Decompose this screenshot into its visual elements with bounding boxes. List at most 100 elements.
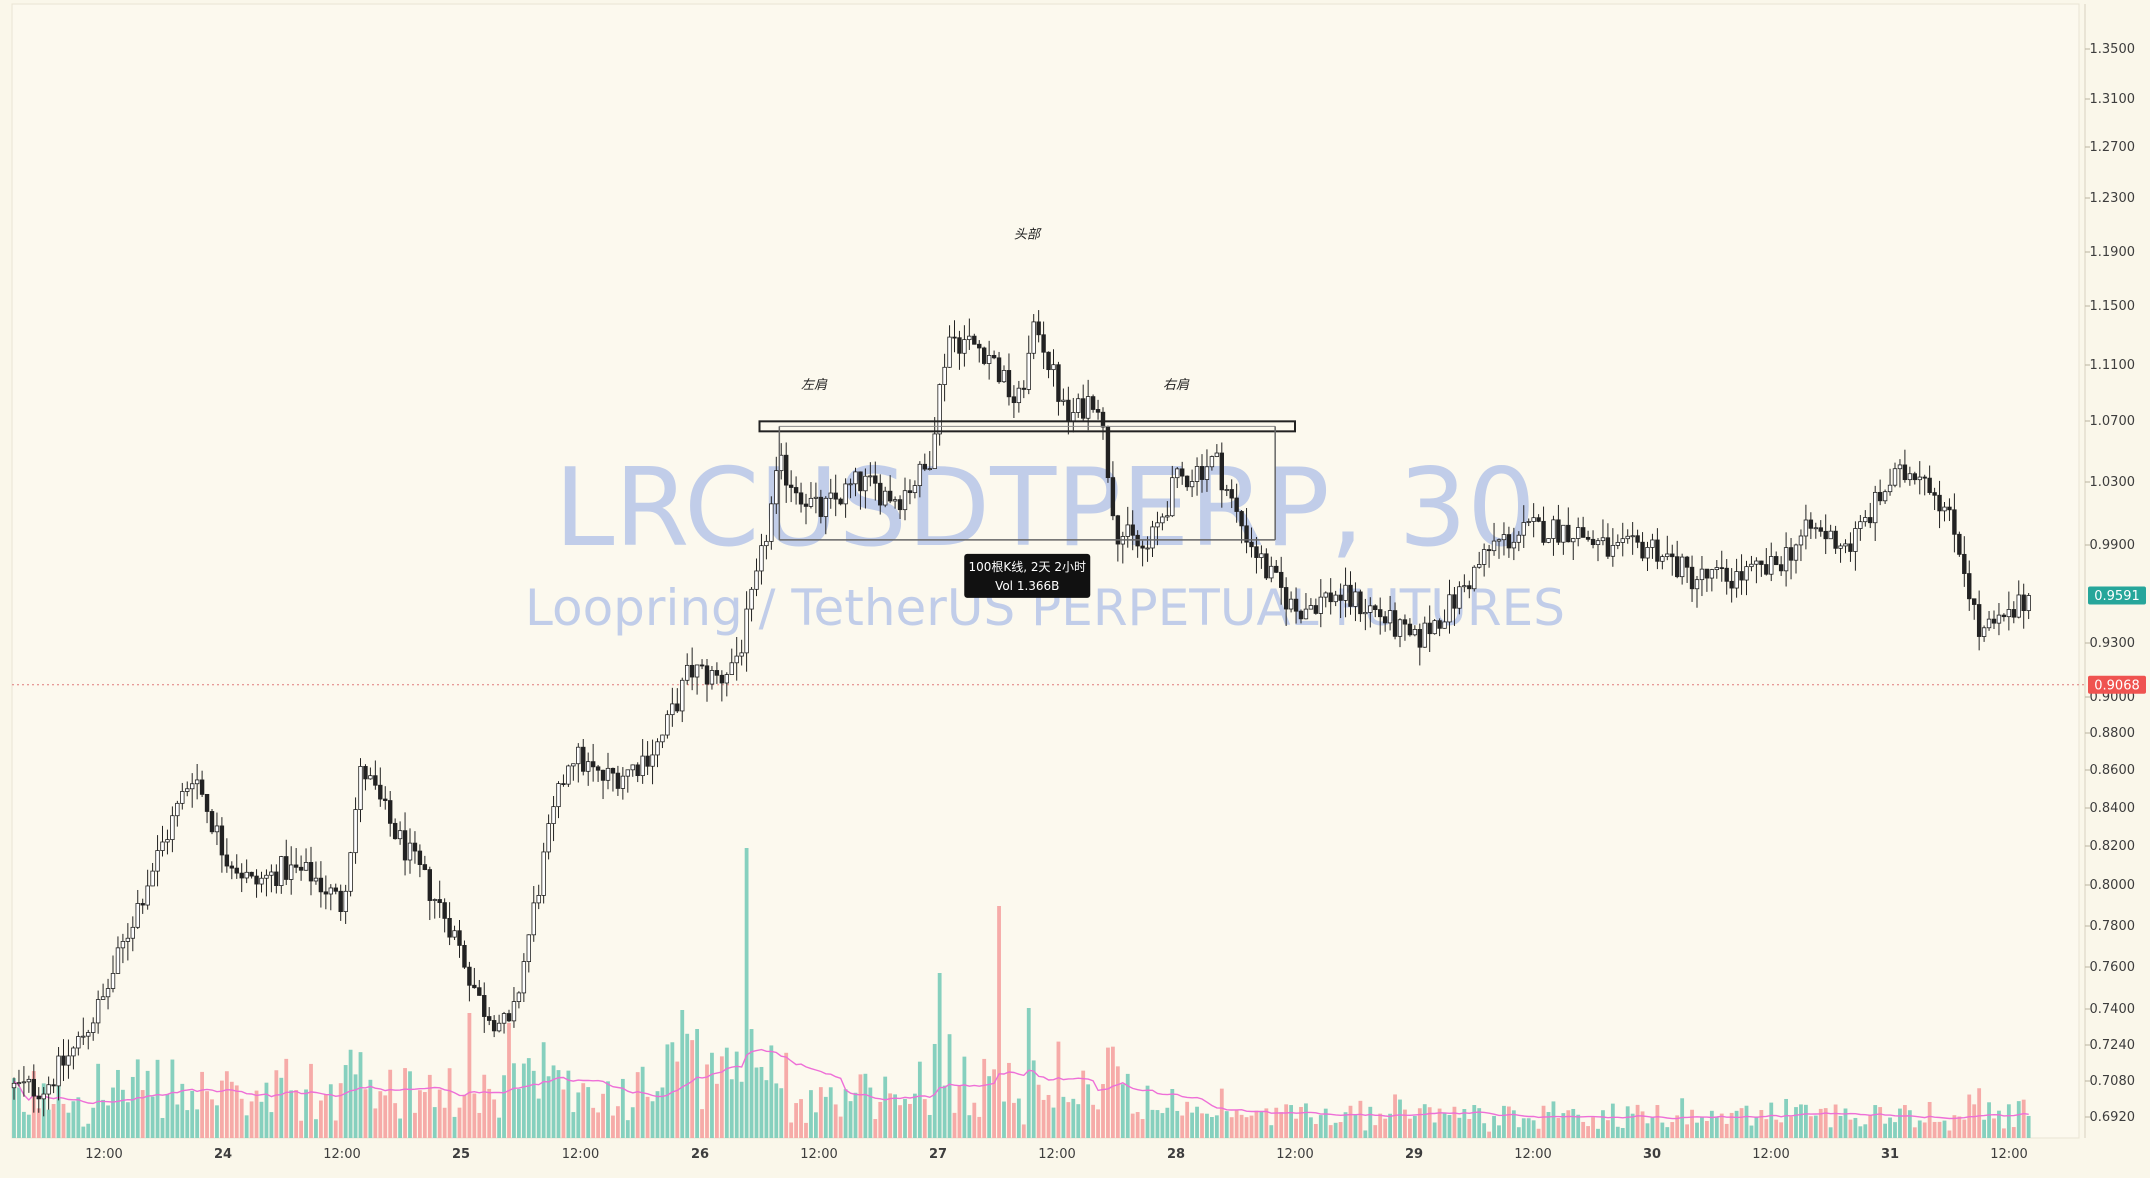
candle <box>348 851 353 897</box>
volume-bar <box>1898 1108 1902 1138</box>
candle <box>373 760 378 790</box>
candle <box>1660 554 1665 570</box>
candle <box>1882 489 1888 504</box>
volume-bar <box>1922 1122 1927 1138</box>
volume-bar <box>1888 1117 1892 1138</box>
y-tick-label: 0.7080 <box>2090 1074 2136 1089</box>
candle <box>209 808 215 835</box>
candle <box>1204 449 1210 492</box>
volume-bar <box>1516 1127 1521 1138</box>
volume-bar <box>145 1070 150 1138</box>
candle <box>1571 537 1576 560</box>
volume-bar <box>1670 1122 1675 1138</box>
x-tick-label: 12:00 <box>1276 1147 1313 1162</box>
volume-bar <box>611 1115 615 1138</box>
candle <box>1576 517 1581 547</box>
volume-bar <box>1368 1106 1373 1138</box>
candle <box>180 782 185 810</box>
candle <box>576 743 581 783</box>
volume-bar <box>165 1094 170 1138</box>
volume-bar <box>888 1093 893 1138</box>
head-shoulders-pattern[interactable]: 头部 左肩 右肩 <box>758 228 1296 541</box>
candle <box>704 658 710 702</box>
volume-bar <box>1294 1118 1298 1138</box>
volume-bar <box>1828 1127 1833 1138</box>
volume-bar <box>635 1072 640 1138</box>
candle <box>1902 449 1908 483</box>
volume-bar <box>1309 1117 1313 1138</box>
volume-bar <box>1774 1119 1779 1138</box>
candle <box>1343 567 1348 618</box>
volume-bar <box>576 1092 581 1138</box>
candle <box>293 848 299 874</box>
candle <box>1561 524 1566 555</box>
candle <box>744 591 749 672</box>
candle <box>145 869 150 910</box>
volume-bar <box>769 1045 774 1138</box>
volume-bar <box>1571 1108 1576 1138</box>
candle <box>1219 442 1224 508</box>
volume-bar <box>1210 1117 1214 1138</box>
candle <box>887 475 893 504</box>
volume-bar <box>1313 1123 1318 1138</box>
candle <box>1759 560 1764 577</box>
candle <box>754 558 759 597</box>
y-tick-label: 1.1500 <box>2090 299 2136 314</box>
candle <box>694 664 700 695</box>
volume-bar <box>2016 1101 2021 1138</box>
time-axis[interactable]: 12:00 24 12:00 25 12:00 26 12:00 27 12:00 28 12:00… <box>85 1147 2027 1162</box>
candle <box>1511 527 1517 561</box>
candle <box>1981 625 1987 642</box>
volume-bar <box>1655 1105 1660 1138</box>
candle <box>1011 385 1017 418</box>
volume-bar <box>571 1112 576 1138</box>
volume-bar <box>130 1076 135 1138</box>
volume-bar <box>1610 1103 1615 1138</box>
candle <box>873 461 878 501</box>
candle <box>254 869 259 898</box>
candle <box>709 666 715 690</box>
candle <box>561 774 566 787</box>
candle <box>1214 444 1220 458</box>
candle <box>1363 598 1368 631</box>
volume-bar <box>1026 1008 1031 1138</box>
x-tick-label: 28 <box>1167 1147 1185 1162</box>
volume-bar <box>249 1101 254 1138</box>
volume-bar <box>1833 1104 1838 1138</box>
candle <box>1699 556 1705 597</box>
candle <box>1298 609 1304 624</box>
volume-bar <box>828 1087 833 1138</box>
volume-bar <box>477 1112 482 1138</box>
price-axis[interactable]: 1.3500 1.3100 1.2700 1.2300 1.1900 1.1500 1.11… <box>2085 42 2135 1125</box>
neckline-rectangle[interactable] <box>758 420 1296 433</box>
volume-bar <box>1274 1107 1279 1138</box>
candle <box>1873 485 1878 541</box>
volume-bar <box>2026 1115 2031 1138</box>
volume-bar <box>685 1033 690 1138</box>
volume-bar <box>388 1069 393 1138</box>
volume-bar <box>799 1099 803 1138</box>
candle <box>1838 543 1843 563</box>
volume-bar <box>1160 1113 1165 1138</box>
volume-bar <box>1640 1111 1645 1138</box>
candle <box>982 346 987 366</box>
candle <box>442 898 447 933</box>
candle <box>734 636 739 681</box>
volume-bar <box>1883 1123 1887 1138</box>
candle <box>1536 514 1541 523</box>
volume-bar <box>1036 1084 1041 1138</box>
candle <box>482 982 487 1033</box>
candle <box>328 884 333 911</box>
x-tick-label: 29 <box>1405 1147 1423 1162</box>
candle <box>665 710 670 739</box>
candle <box>1942 502 1947 522</box>
volume-bar <box>838 1116 843 1138</box>
volume-bar <box>586 1087 591 1138</box>
candle <box>719 670 725 702</box>
candle <box>566 764 571 787</box>
volume-bar <box>645 1096 650 1138</box>
volume-bar <box>1962 1119 1967 1138</box>
volume-bar <box>254 1090 259 1138</box>
volume-bar <box>86 1123 91 1138</box>
